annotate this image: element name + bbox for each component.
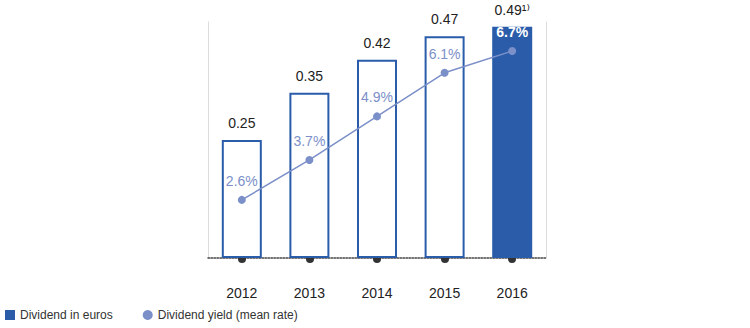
svg-text:0.35: 0.35 [296, 68, 323, 84]
svg-text:0.25: 0.25 [228, 115, 255, 131]
svg-text:2.6%: 2.6% [226, 173, 258, 189]
svg-text:2012: 2012 [226, 285, 257, 301]
svg-text:6.7%: 6.7% [496, 24, 528, 40]
svg-text:Dividend yield (mean rate): Dividend yield (mean rate) [158, 308, 298, 322]
svg-text:0.42: 0.42 [363, 35, 390, 51]
svg-text:2016: 2016 [497, 285, 528, 301]
svg-text:2013: 2013 [294, 285, 325, 301]
svg-text:2014: 2014 [361, 285, 392, 301]
svg-text:0.49¹⁾: 0.49¹⁾ [495, 2, 530, 18]
svg-text:2015: 2015 [429, 285, 460, 301]
svg-text:6.1%: 6.1% [429, 46, 461, 62]
svg-text:0.47: 0.47 [431, 11, 458, 27]
svg-text:Dividend in euros: Dividend in euros [20, 308, 113, 322]
svg-text:4.9%: 4.9% [361, 89, 393, 105]
svg-text:3.7%: 3.7% [293, 133, 325, 149]
